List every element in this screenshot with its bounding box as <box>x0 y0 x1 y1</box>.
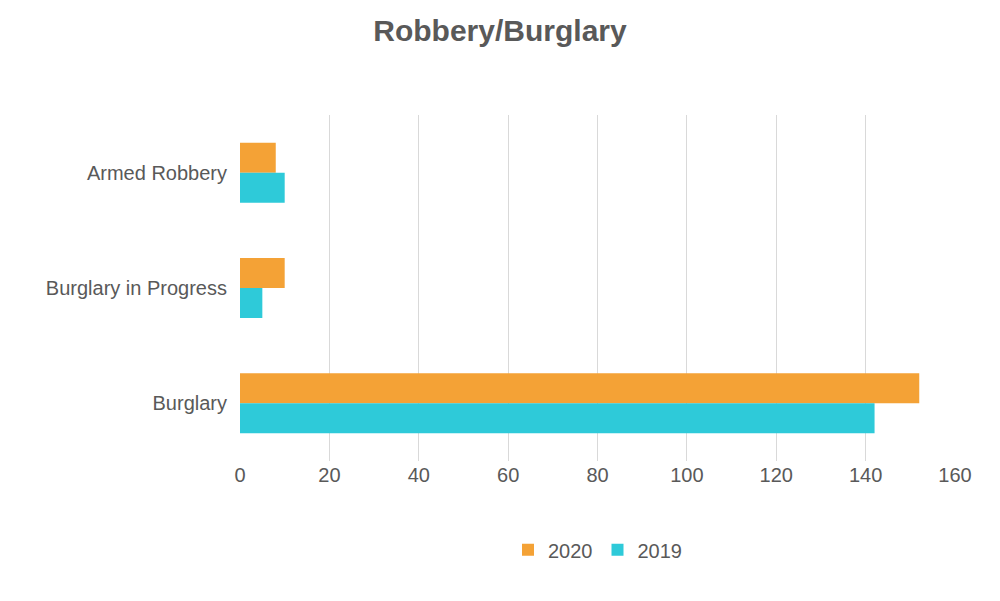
svg-text:80: 80 <box>586 464 608 486</box>
svg-text:Burglary: Burglary <box>153 392 227 414</box>
svg-text:100: 100 <box>670 464 703 486</box>
svg-text:40: 40 <box>408 464 430 486</box>
svg-text:2019: 2019 <box>638 540 683 562</box>
svg-text:60: 60 <box>497 464 519 486</box>
svg-text:Burglary in Progress: Burglary in Progress <box>46 277 227 299</box>
svg-text:Armed Robbery: Armed Robbery <box>87 162 227 184</box>
svg-text:0: 0 <box>234 464 245 486</box>
svg-text:Robbery/Burglary: Robbery/Burglary <box>373 14 627 47</box>
svg-text:20: 20 <box>318 464 340 486</box>
svg-text:2020: 2020 <box>548 540 593 562</box>
svg-text:140: 140 <box>849 464 882 486</box>
svg-text:120: 120 <box>760 464 793 486</box>
svg-text:160: 160 <box>938 464 971 486</box>
